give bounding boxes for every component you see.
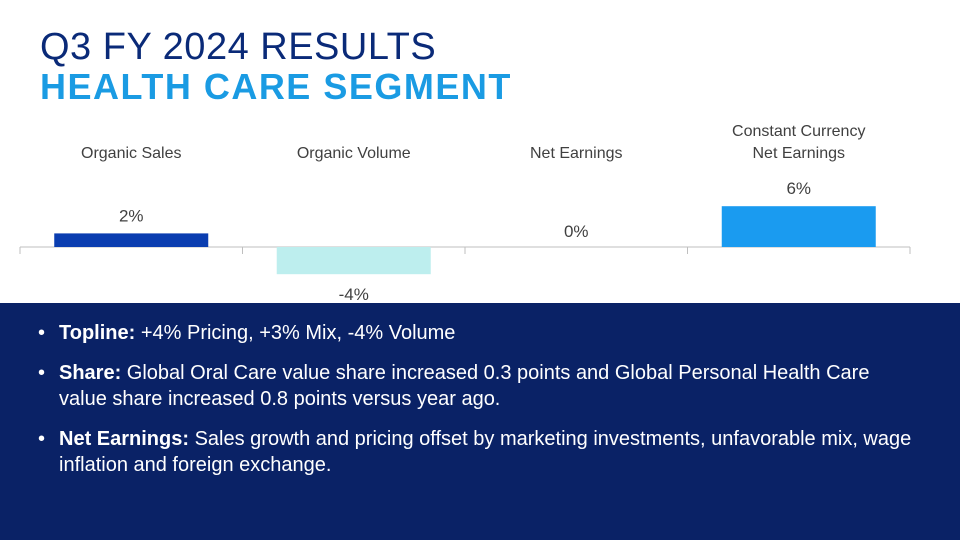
bullet-label: Topline: bbox=[59, 322, 136, 344]
page-title: Q3 FY 2024 RESULTS bbox=[40, 26, 437, 68]
bullet-topline: • Topline: +4% Pricing, +3% Mix, -4% Vol… bbox=[38, 320, 918, 346]
data-label: 0% bbox=[564, 222, 589, 241]
bullet-net-earnings: • Net Earnings: Sales growth and pricing… bbox=[38, 426, 918, 478]
bullet-text: Sales growth and pricing offset by marke… bbox=[59, 428, 912, 476]
bullet-label: Share: bbox=[59, 362, 122, 384]
bar bbox=[276, 247, 431, 275]
category-label: Organic Sales bbox=[81, 145, 182, 162]
category-label: Net Earnings bbox=[530, 145, 623, 162]
bar bbox=[721, 206, 876, 247]
data-label: 6% bbox=[786, 179, 811, 198]
bullet-text: +4% Pricing, +3% Mix, -4% Volume bbox=[135, 322, 456, 344]
bullet-marker: • bbox=[38, 322, 46, 344]
results-bar-chart: 2% Organic Sales -4% Organic Volume 0% Net Ea… bbox=[19, 123, 911, 304]
category-label: Net Earnings bbox=[753, 145, 846, 162]
data-label: 2% bbox=[119, 206, 144, 225]
title-block: Q3 FY 2024 RESULTS HEALTH CARE SEGMENT bbox=[40, 28, 512, 106]
bullet-label: Net Earnings: bbox=[59, 428, 190, 450]
page-subtitle: HEALTH CARE SEGMENT bbox=[40, 66, 512, 107]
category-label: Organic Volume bbox=[297, 145, 411, 162]
bullet-share: • Share: Global Oral Care value share in… bbox=[38, 360, 918, 412]
bullet-marker: • bbox=[38, 428, 46, 450]
data-label: -4% bbox=[339, 285, 369, 304]
category-label: Constant Currency bbox=[732, 123, 865, 140]
commentary-panel: • Topline: +4% Pricing, +3% Mix, -4% Vol… bbox=[0, 303, 960, 540]
bullet-list: • Topline: +4% Pricing, +3% Mix, -4% Vol… bbox=[38, 320, 918, 492]
bullet-marker: • bbox=[38, 362, 46, 384]
bullet-text: Global Oral Care value share increased 0… bbox=[59, 362, 870, 410]
bar bbox=[54, 233, 209, 247]
